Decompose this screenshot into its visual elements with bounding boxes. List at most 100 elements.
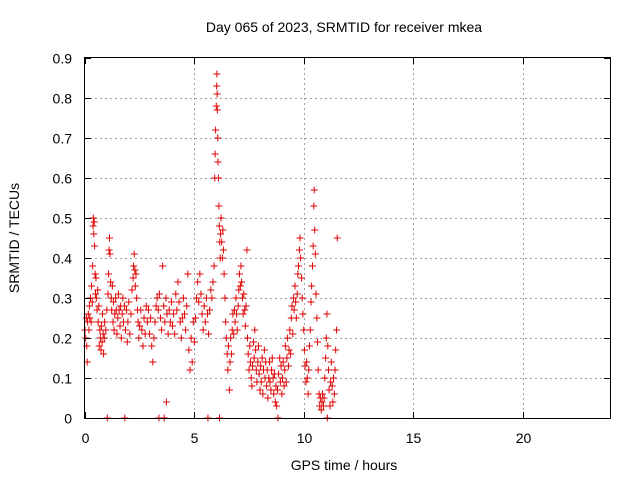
data-point: [226, 358, 234, 366]
data-point: [293, 290, 301, 298]
data-point: [237, 262, 245, 270]
data-point: [242, 302, 250, 310]
data-point: [139, 342, 147, 350]
data-point: [100, 350, 108, 358]
data-point: [322, 354, 330, 362]
data-point: [211, 150, 219, 158]
data-point: [258, 354, 266, 362]
data-point: [309, 242, 317, 250]
data-point: [267, 386, 275, 394]
data-point: [252, 346, 260, 354]
data-point: [149, 358, 157, 366]
data-point: [107, 278, 115, 286]
data-point: [214, 158, 222, 166]
data-point: [234, 302, 242, 310]
data-point: [162, 294, 170, 302]
data-point: [132, 270, 140, 278]
data-point: [303, 374, 311, 382]
y-tick-label: 0.1: [53, 371, 73, 387]
data-point: [177, 334, 185, 342]
data-point: [314, 338, 322, 346]
data-point: [260, 346, 268, 354]
data-point: [302, 378, 310, 386]
data-point: [135, 334, 143, 342]
data-point: [259, 390, 267, 398]
data-point: [331, 366, 339, 374]
data-point: [96, 326, 104, 334]
data-point: [171, 330, 179, 338]
data-point: [174, 278, 182, 286]
data-point: [263, 382, 271, 390]
data-point: [305, 366, 313, 374]
data-point: [93, 306, 101, 314]
data-point: [156, 314, 164, 322]
data-point: [247, 374, 255, 382]
data-point: [188, 358, 196, 366]
data-point: [170, 310, 178, 318]
data-point: [213, 90, 221, 98]
data-point: [148, 342, 156, 350]
data-point: [241, 322, 249, 330]
data-point: [330, 390, 338, 398]
data-point: [140, 314, 148, 322]
data-point: [121, 326, 129, 334]
data-point: [322, 334, 330, 342]
y-tick-label: 0.6: [53, 171, 73, 187]
data-point: [299, 310, 307, 318]
data-point: [321, 374, 329, 382]
data-point: [307, 298, 315, 306]
data-point: [119, 294, 127, 302]
data-point: [151, 318, 159, 326]
data-point: [169, 322, 176, 330]
data-point: [152, 302, 160, 310]
data-point: [254, 358, 262, 366]
data-point: [127, 310, 135, 318]
data-point: [328, 382, 336, 390]
data-point: [276, 354, 284, 362]
data-point: [222, 318, 230, 326]
y-tick-label: 0.3: [53, 291, 73, 307]
data-point: [102, 326, 110, 334]
data-point: [324, 342, 332, 350]
data-point: [325, 386, 333, 394]
data-point: [95, 302, 103, 310]
data-point: [163, 310, 171, 318]
data-point: [155, 290, 163, 298]
data-point: [235, 286, 243, 294]
data-point: [88, 282, 96, 290]
data-point: [126, 330, 134, 338]
data-point: [278, 390, 286, 398]
data-point: [115, 306, 123, 314]
data-point: [205, 330, 213, 338]
data-point: [280, 382, 288, 390]
data-point: [99, 310, 106, 318]
data-point: [320, 394, 328, 402]
data-point: [264, 394, 272, 402]
y-axis-title: SRMTID / TECUs: [6, 183, 22, 293]
data-point: [200, 302, 208, 310]
data-point: [167, 298, 175, 306]
data-point: [281, 366, 289, 374]
data-point: [255, 370, 263, 378]
y-tick-label: 0.9: [53, 51, 73, 67]
data-point: [120, 302, 128, 310]
data-point: [288, 302, 296, 310]
data-point: [128, 286, 136, 294]
x-tick-labels: 0 5 10 15 20: [82, 430, 532, 446]
data-point: [225, 342, 232, 350]
data-point: [248, 382, 256, 390]
data-point: [241, 306, 249, 314]
data-point: [85, 302, 93, 310]
data-point: [142, 302, 150, 310]
data-point: [112, 294, 120, 302]
data-point: [118, 310, 126, 318]
data-point: [212, 102, 220, 110]
data-point: [295, 246, 303, 254]
data-point: [208, 294, 216, 302]
data-point: [131, 282, 139, 290]
data-point: [182, 326, 190, 334]
data-point: [106, 250, 114, 258]
data-point: [91, 270, 99, 278]
data-point: [218, 238, 226, 246]
data-point: [86, 314, 94, 322]
